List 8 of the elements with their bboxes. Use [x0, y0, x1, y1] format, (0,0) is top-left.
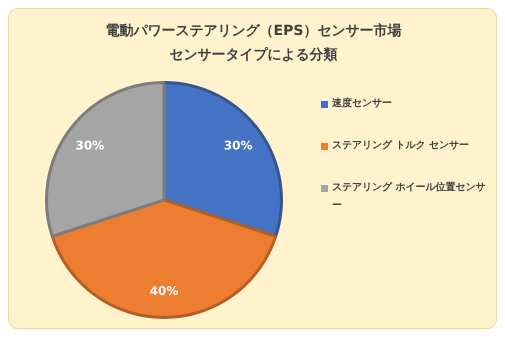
data-label: 30%: [224, 138, 253, 152]
chart-subtitle: センサータイプによる分類: [168, 46, 338, 65]
legend-label: ステアリング ホイール位置センサー: [332, 180, 486, 213]
chart-title: 電動パワーステアリング（EPS）センサー市場: [104, 22, 402, 41]
data-label: 40%: [150, 284, 178, 298]
legend-label: 速度センサー: [332, 96, 392, 111]
legend-label: ステアリング トルク センサー: [332, 139, 469, 153]
data-label: 30%: [75, 138, 104, 152]
